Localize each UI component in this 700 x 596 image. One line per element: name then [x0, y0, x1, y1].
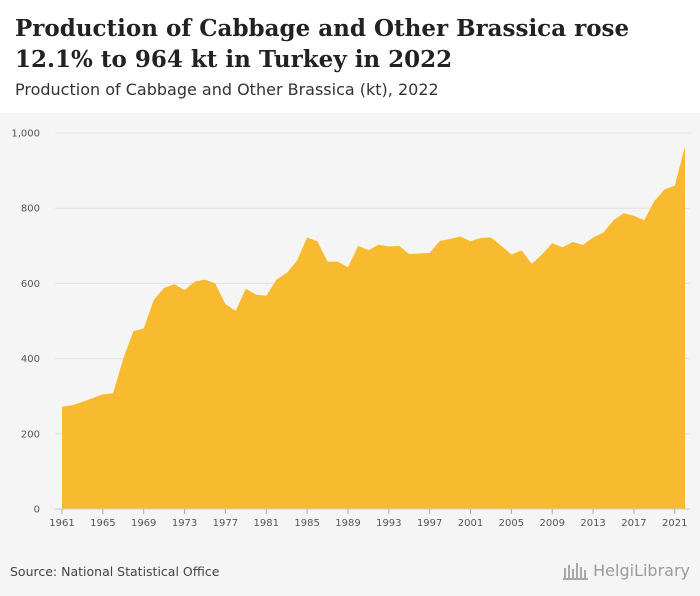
y-tick-label: 400: [21, 354, 40, 365]
x-tick-label: 2017: [621, 518, 646, 529]
x-tick-label: 1993: [376, 518, 401, 529]
chart-subtitle: Production of Cabbage and Other Brassica…: [15, 80, 439, 99]
x-tick-label: 1997: [417, 518, 442, 529]
x-tick-label: 2009: [540, 518, 565, 529]
y-tick-label: 800: [21, 204, 40, 215]
y-tick-label: 1,000: [11, 129, 40, 140]
x-tick-label: 1961: [49, 518, 74, 529]
x-axis: 1961 1965 1969 1973 1977 1981 1985 1989 1993 1997…: [49, 508, 690, 529]
x-tick-label: 1981: [254, 518, 279, 529]
y-axis-labels: 0 200 400 600 800 1,000: [11, 129, 40, 516]
x-tick-label: 1965: [90, 518, 115, 529]
x-tick-label: 1973: [172, 518, 197, 529]
page-title: Production of Cabbage and Other Brassica…: [15, 15, 630, 73]
source-note: Source: National Statistical Office: [10, 564, 220, 579]
x-tick-label: 1989: [335, 518, 360, 529]
chart-area: 0 200 400 600 800 1,000 1961 1965 1969 1973 1977 1…: [0, 113, 700, 596]
x-tick-label: 1985: [294, 518, 319, 529]
x-tick-label: 1969: [131, 518, 156, 529]
header: Production of Cabbage and Other Brassica…: [0, 0, 700, 113]
x-tick-label: 2021: [662, 518, 687, 529]
x-tick-label: 2005: [499, 518, 524, 529]
area-series: [62, 146, 685, 509]
x-tick-label: 2013: [580, 518, 605, 529]
y-tick-label: 200: [21, 429, 40, 440]
y-tick-label: 0: [34, 505, 40, 516]
helgi-library-logo[interactable]: HelgiLibrary: [563, 561, 690, 580]
x-tick-label: 2001: [458, 518, 483, 529]
logo-text: HelgiLibrary: [593, 561, 690, 580]
area-fill: [62, 146, 685, 509]
y-tick-label: 600: [21, 279, 40, 290]
x-tick-label: 1977: [213, 518, 238, 529]
library-logo-icon: [563, 562, 589, 580]
